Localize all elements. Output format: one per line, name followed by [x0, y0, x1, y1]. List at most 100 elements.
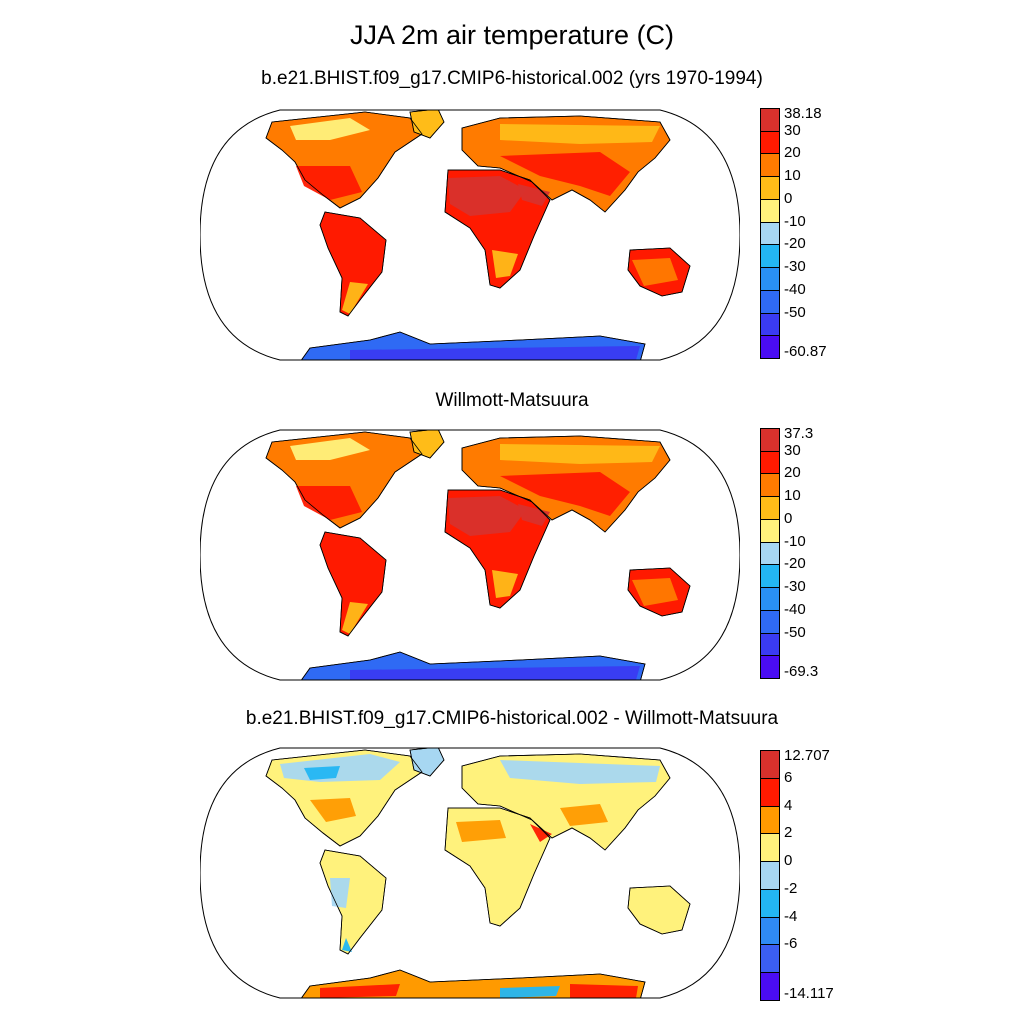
colorbar-label: -10: [784, 532, 806, 550]
field-patch: [296, 486, 362, 520]
panel-title-difference: b.e21.BHIST.f09_g17.CMIP6-historical.002…: [245, 708, 779, 729]
panel-title-model: b.e21.BHIST.f09_g17.CMIP6-historical.002…: [261, 68, 763, 89]
map-border: [200, 747, 740, 999]
field-patch: [304, 766, 340, 780]
colorbar-label: 37.3: [784, 425, 814, 442]
land-australia: [627, 885, 691, 935]
colorbar-swatch: [760, 916, 780, 946]
colorbar-label: 30: [784, 121, 801, 139]
coastline-greenland: [409, 110, 445, 139]
colorbar-swatch: [760, 609, 780, 634]
field-patch: [570, 984, 638, 998]
field-patch: [448, 176, 526, 216]
field-patch: [632, 258, 678, 286]
field-patch: [518, 504, 550, 526]
field-patch: [560, 804, 608, 826]
colorbar-swatch: [760, 750, 780, 779]
coastline-antarctica: [299, 651, 646, 680]
colorbar-swatch: [760, 473, 780, 498]
field-patch: [296, 166, 362, 200]
coastline-greenland: [409, 430, 445, 459]
field-patch: [492, 250, 518, 278]
colorbar-label: -40: [784, 600, 806, 618]
colorbar-label: -60.87: [784, 343, 827, 360]
coastline-antarctica: [299, 331, 646, 360]
coastline-australia: [627, 885, 691, 935]
colorbar-label: -10: [784, 212, 806, 230]
field-patch: [500, 760, 660, 784]
colorbar-swatch: [760, 805, 780, 835]
field-patch: [500, 124, 660, 144]
coastline-eurasia: [461, 115, 671, 213]
field-patch: [448, 496, 526, 536]
colorbar-swatch: [760, 221, 780, 246]
colorbar-swatch: [760, 335, 780, 359]
colorbar-label: -20: [784, 235, 806, 253]
colorbar-label: -20: [784, 555, 806, 573]
coastline-australia: [627, 247, 691, 297]
colorbar-label: -30: [784, 578, 806, 596]
colorbar-label: 6: [784, 768, 793, 786]
colorbar-label: 2: [784, 824, 793, 842]
field-patch: [530, 824, 552, 842]
colorbar-label: -69.3: [784, 663, 819, 680]
coastline-africa: [444, 807, 551, 927]
colorbar-swatch: [760, 153, 780, 178]
colorbar-label: 0: [784, 509, 793, 527]
colorbar-swatch: [760, 888, 780, 918]
colorbar-swatch: [760, 972, 780, 1001]
colorbar-swatch: [760, 518, 780, 543]
map-land-layer: [265, 748, 691, 998]
colorbar-label: 10: [784, 167, 801, 185]
colorbar-label: -14.117: [784, 985, 834, 1002]
coastline-australia: [627, 567, 691, 617]
map-model-temperature: [200, 109, 740, 361]
colorbar-label: 12.707: [784, 747, 830, 764]
coastline-southAmerica: [319, 531, 387, 637]
colorbar-swatch: [760, 198, 780, 223]
colorbar-swatch: [760, 130, 780, 155]
colorbar-difference: 12.707 6 4 2 0 -2 -4 -6 -14.117: [760, 747, 880, 1020]
map-border: [200, 429, 740, 681]
colorbar-swatch: [760, 777, 780, 807]
field-patch: [290, 118, 370, 140]
colorbar-label: 0: [784, 189, 793, 207]
field-patch: [350, 346, 640, 360]
colorbar-label: 0: [784, 852, 793, 870]
field-patch: [632, 578, 678, 606]
colorbar-label: 30: [784, 441, 801, 459]
colorbar-swatch: [760, 587, 780, 611]
colorbar-swatch: [760, 450, 780, 475]
map-land-layer: [265, 430, 691, 680]
field-patch: [342, 602, 368, 634]
colorbar-swatch: [760, 428, 780, 452]
field-patch: [320, 984, 400, 998]
colorbar-swatch: [760, 632, 780, 657]
colorbar-label: -4: [784, 907, 798, 925]
colorbar-observations: 37.3 30 20 10 0 -10 -20 -30 -40 -50 -69.3: [760, 425, 880, 698]
land-southAmerica: [319, 849, 387, 955]
colorbar-label: -50: [784, 623, 806, 641]
coastline-africa: [444, 169, 551, 289]
coastline-eurasia: [461, 435, 671, 533]
colorbar-label: -6: [784, 935, 798, 953]
coastline-greenland: [409, 748, 445, 777]
colorbar-model: 38.18 30 20 10 0 -10 -20 -30 -40 -50 -60.87: [760, 105, 880, 378]
field-patch: [350, 666, 640, 680]
colorbar-label: 20: [784, 464, 801, 482]
field-patch: [500, 986, 560, 998]
colorbar-swatch: [760, 176, 780, 200]
field-patch: [518, 184, 550, 206]
field-patch: [400, 986, 500, 998]
colorbar-swatch: [760, 655, 780, 679]
colorbar-swatch: [760, 312, 780, 337]
field-patch: [456, 820, 506, 842]
field-patch: [500, 152, 630, 196]
colorbar-swatch: [760, 833, 780, 863]
colorbar-swatch: [760, 944, 780, 974]
field-patch: [342, 938, 352, 952]
field-patch: [500, 472, 630, 516]
colorbar-swatch: [760, 289, 780, 314]
coastline-antarctica: [299, 969, 646, 998]
colorbar-label: 38.18: [784, 105, 822, 122]
